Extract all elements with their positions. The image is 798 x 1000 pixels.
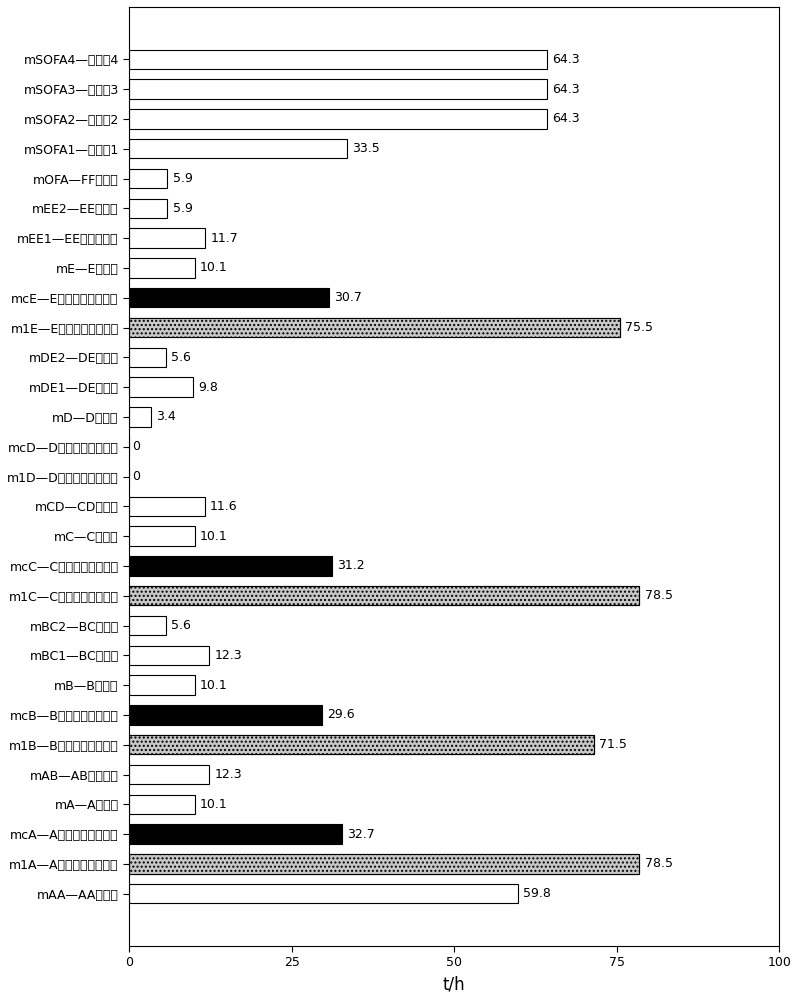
Text: 59.8: 59.8 [523, 887, 551, 900]
Text: 29.6: 29.6 [326, 708, 354, 721]
Bar [129, 556, 332, 576]
Bar [129, 526, 195, 546]
Text: 64.3: 64.3 [552, 53, 580, 66]
Bar [129, 646, 209, 665]
Bar [129, 586, 639, 605]
Bar [129, 348, 165, 367]
Bar [129, 199, 168, 218]
Bar [129, 228, 205, 248]
Bar [129, 735, 594, 754]
Bar [129, 735, 594, 754]
Bar [129, 675, 195, 695]
Bar [129, 79, 547, 99]
Bar [129, 109, 547, 129]
Text: 64.3: 64.3 [552, 83, 580, 96]
Bar [129, 616, 165, 635]
Text: 78.5: 78.5 [645, 857, 673, 870]
Text: 3.4: 3.4 [156, 410, 176, 423]
Text: 31.2: 31.2 [337, 559, 365, 572]
Bar [129, 824, 342, 844]
Text: 32.7: 32.7 [347, 828, 374, 841]
X-axis label: t/h: t/h [443, 975, 465, 993]
Bar [129, 318, 620, 337]
Text: 0: 0 [132, 440, 140, 453]
Bar [129, 169, 168, 188]
Bar [129, 288, 329, 307]
Text: 9.8: 9.8 [198, 381, 218, 394]
Bar [129, 258, 195, 278]
Text: 10.1: 10.1 [200, 798, 227, 811]
Text: 78.5: 78.5 [645, 589, 673, 602]
Bar [129, 139, 347, 158]
Bar [129, 854, 639, 874]
Text: 75.5: 75.5 [625, 321, 653, 334]
Text: 33.5: 33.5 [352, 142, 380, 155]
Text: 5.6: 5.6 [171, 351, 191, 364]
Bar [129, 765, 209, 784]
Text: 10.1: 10.1 [200, 530, 227, 543]
Bar [129, 586, 639, 605]
Bar [129, 377, 193, 397]
Text: 5.9: 5.9 [172, 202, 192, 215]
Bar [129, 497, 204, 516]
Text: 12.3: 12.3 [214, 649, 242, 662]
Text: 10.1: 10.1 [200, 679, 227, 692]
Text: 11.7: 11.7 [211, 232, 238, 245]
Bar [129, 854, 639, 874]
Text: 64.3: 64.3 [552, 112, 580, 125]
Bar [129, 50, 547, 69]
Bar [129, 407, 151, 427]
Text: 5.6: 5.6 [171, 619, 191, 632]
Bar [129, 884, 518, 903]
Text: 71.5: 71.5 [599, 738, 627, 751]
Text: 10.1: 10.1 [200, 261, 227, 274]
Bar [129, 705, 322, 725]
Text: 30.7: 30.7 [334, 291, 361, 304]
Bar [129, 795, 195, 814]
Bar [129, 318, 620, 337]
Text: 11.6: 11.6 [210, 500, 237, 513]
Text: 12.3: 12.3 [214, 768, 242, 781]
Text: 5.9: 5.9 [172, 172, 192, 185]
Text: 0: 0 [132, 470, 140, 483]
